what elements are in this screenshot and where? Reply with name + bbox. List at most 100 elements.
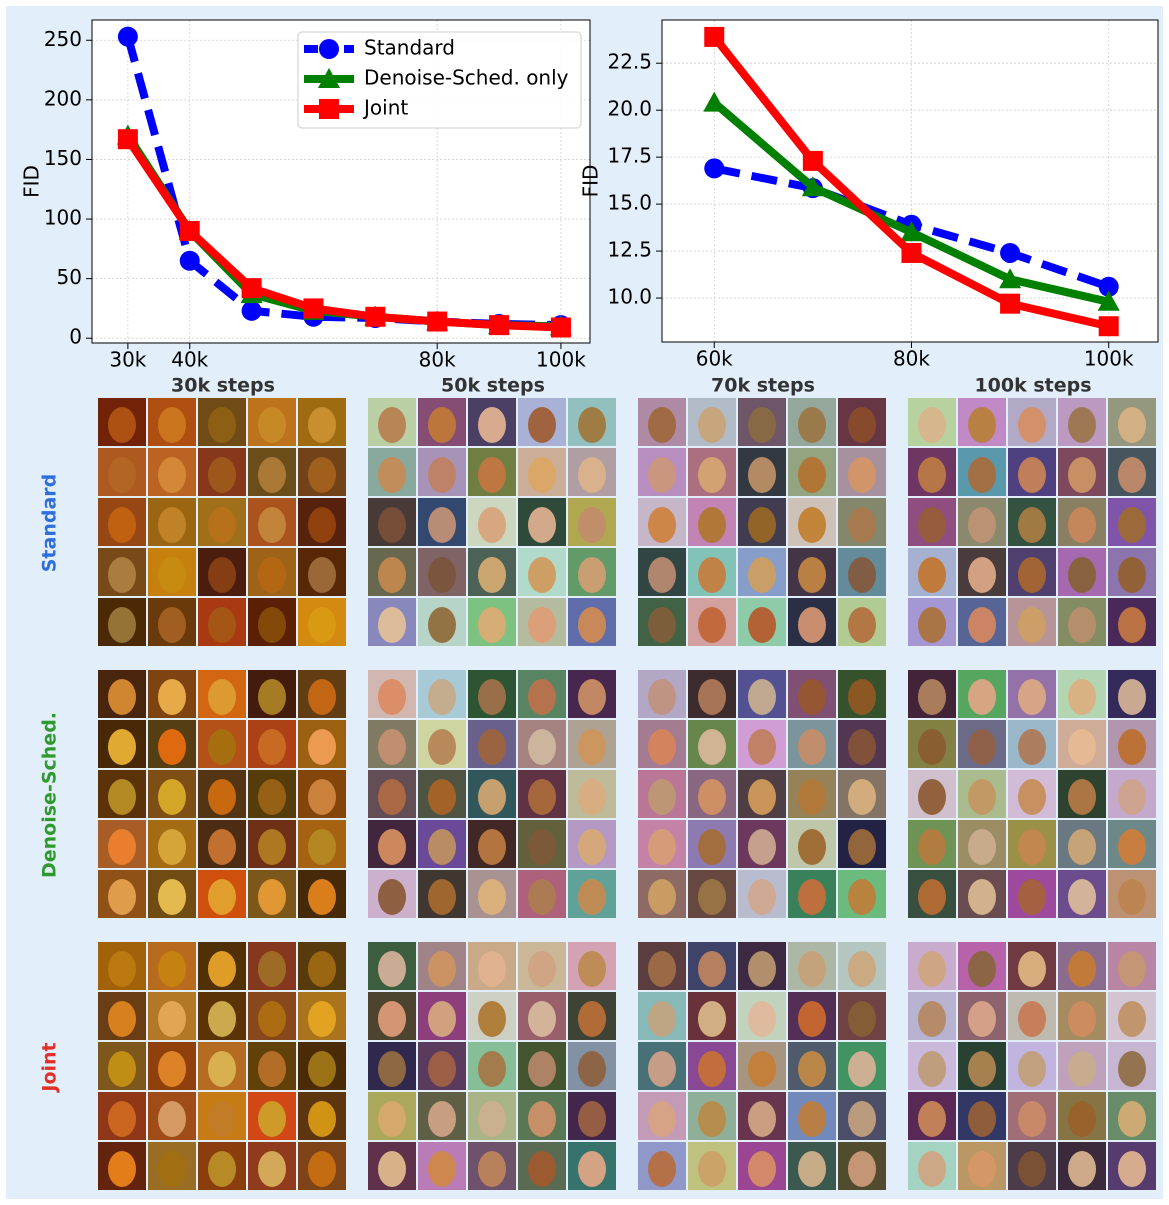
face [528, 779, 556, 815]
face [208, 1001, 236, 1037]
y-tick-label: 20.0 [607, 97, 652, 121]
face [968, 557, 996, 593]
face [1068, 951, 1096, 987]
face [848, 779, 876, 815]
face [158, 779, 186, 815]
face [1068, 1151, 1096, 1187]
face [158, 879, 186, 915]
marker [704, 27, 724, 47]
face [918, 557, 946, 593]
face [648, 779, 676, 815]
face [528, 951, 556, 987]
face [1118, 879, 1146, 915]
face [528, 879, 556, 915]
face [208, 407, 236, 443]
row-label: Joint [39, 1042, 61, 1093]
face [648, 951, 676, 987]
face [578, 679, 606, 715]
face [208, 829, 236, 865]
face [968, 779, 996, 815]
face [848, 407, 876, 443]
face [258, 507, 286, 543]
face [258, 1101, 286, 1137]
face [428, 951, 456, 987]
face [848, 679, 876, 715]
face [308, 879, 336, 915]
face [208, 1151, 236, 1187]
face [1068, 679, 1096, 715]
face [308, 1101, 336, 1137]
face [108, 679, 136, 715]
face [428, 1101, 456, 1137]
face [208, 679, 236, 715]
face [258, 829, 286, 865]
face [1018, 951, 1046, 987]
face [478, 1151, 506, 1187]
face [1118, 457, 1146, 493]
face [648, 557, 676, 593]
face [698, 951, 726, 987]
face [108, 1101, 136, 1137]
face [578, 607, 606, 643]
y-tick-label: 250 [44, 27, 82, 51]
face [1018, 557, 1046, 593]
face [698, 879, 726, 915]
face [918, 507, 946, 543]
face [258, 607, 286, 643]
column-header: 70k steps [711, 375, 815, 397]
face [748, 457, 776, 493]
face [428, 679, 456, 715]
face [698, 557, 726, 593]
face [208, 557, 236, 593]
face [208, 1101, 236, 1137]
y-axis-label: FID [20, 165, 44, 198]
face [308, 729, 336, 765]
face [578, 407, 606, 443]
figure: 05010015020025030k40k80k100kFIDStandardD… [0, 0, 1169, 1205]
marker [118, 27, 138, 47]
face [1018, 407, 1046, 443]
face [108, 779, 136, 815]
face [378, 1051, 406, 1087]
face [428, 457, 456, 493]
face [378, 729, 406, 765]
x-tick-label: 100k [1084, 347, 1134, 371]
face [308, 407, 336, 443]
face [1018, 729, 1046, 765]
face [848, 1101, 876, 1137]
face [798, 457, 826, 493]
marker [118, 129, 138, 149]
face [798, 951, 826, 987]
face [648, 457, 676, 493]
face [478, 951, 506, 987]
face [528, 507, 556, 543]
face [578, 779, 606, 815]
face [308, 829, 336, 865]
face [1068, 457, 1096, 493]
face [918, 879, 946, 915]
face [848, 729, 876, 765]
x-tick-label: 60k [696, 347, 733, 371]
face [748, 951, 776, 987]
face [698, 1001, 726, 1037]
marker [1000, 243, 1020, 263]
face [478, 829, 506, 865]
face [848, 457, 876, 493]
face [968, 951, 996, 987]
face [968, 457, 996, 493]
face [1118, 407, 1146, 443]
face [918, 829, 946, 865]
face [698, 1051, 726, 1087]
face [748, 1001, 776, 1037]
face [108, 951, 136, 987]
face [308, 1051, 336, 1087]
face [158, 457, 186, 493]
face [308, 607, 336, 643]
face [308, 779, 336, 815]
face [1018, 1001, 1046, 1037]
row-label: Standard [39, 474, 61, 573]
face [378, 507, 406, 543]
face [1018, 1151, 1046, 1187]
face [798, 1101, 826, 1137]
face [158, 729, 186, 765]
